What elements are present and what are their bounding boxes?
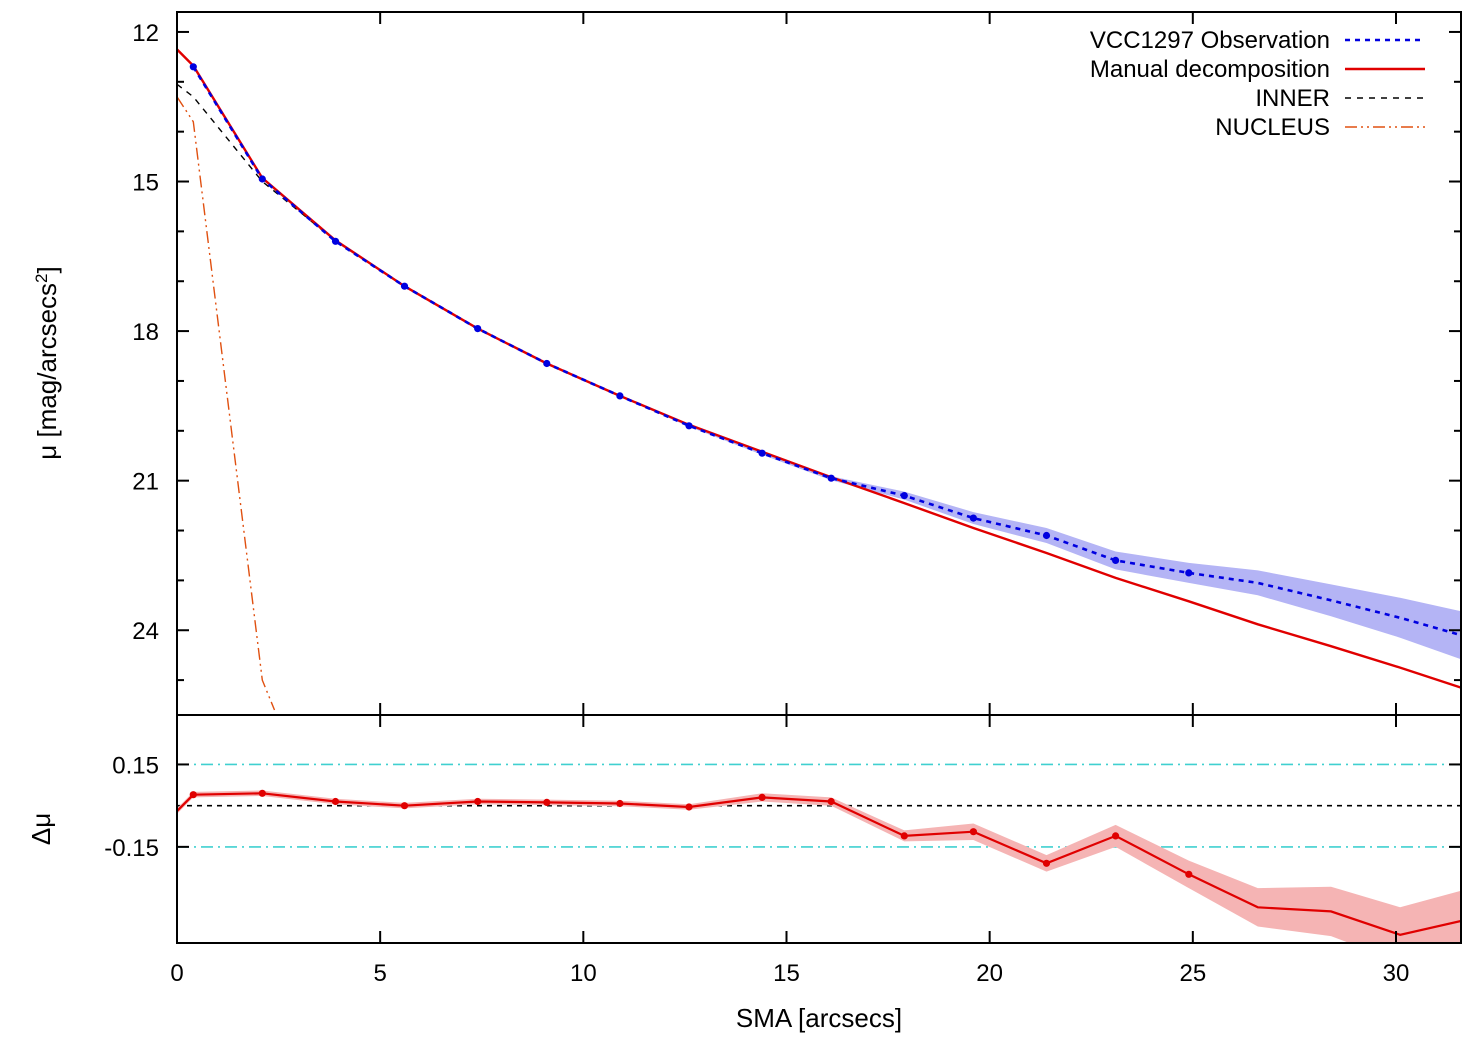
observation-markers [189, 63, 1193, 577]
residual-line [177, 792, 1461, 936]
x-tick-label: 25 [1179, 960, 1206, 987]
observation-point [258, 175, 266, 183]
x-tick-label: 30 [1383, 960, 1410, 987]
observation-point [474, 325, 482, 333]
residual-point [827, 797, 835, 806]
observation-error-band [193, 65, 1461, 660]
residual-point [1185, 870, 1193, 878]
residual-point [331, 797, 340, 806]
residual-point [189, 791, 197, 799]
y-axis-label-bottom: Δμ [26, 813, 56, 845]
x-tick-label: 15 [773, 960, 800, 987]
observation-error-band-area [193, 65, 1461, 660]
y-axis-label-top: μ [mag/arcsecs2] [32, 266, 63, 460]
residual-point [758, 793, 766, 802]
observation-point [400, 282, 409, 290]
legend-label: INNER [1255, 85, 1330, 112]
observation-point [543, 359, 551, 368]
observation-point [189, 63, 197, 71]
x-tick-label: 20 [976, 960, 1003, 987]
legend-label: NUCLEUS [1215, 114, 1330, 141]
residual-point [900, 832, 908, 840]
bottom-plot-frame [176, 714, 1462, 944]
observation-point [1042, 531, 1051, 540]
legend-label: VCC1297 Observation [1090, 27, 1330, 54]
y-tick-label: 0.15 [112, 752, 159, 779]
y-tick-label: 12 [132, 20, 159, 47]
residual-point [258, 789, 266, 797]
residual-point [969, 828, 978, 836]
observation-point [900, 492, 908, 500]
observation-point [331, 237, 340, 245]
y-tick-label: 18 [132, 319, 159, 346]
residual-error-band [177, 790, 1461, 943]
observation-point [1112, 556, 1120, 565]
y-tick-label: -0.15 [104, 835, 159, 862]
top-series-lines [177, 48, 1461, 711]
observation-point [1185, 569, 1193, 577]
x-tick-label: 5 [373, 960, 386, 987]
y-tick-label: 24 [132, 618, 159, 645]
residual-error-band-area [177, 790, 1461, 943]
residual-point [1042, 859, 1051, 867]
residual-series-line [177, 792, 1461, 936]
observation-point [685, 422, 693, 430]
legend-label: Manual decomposition [1090, 56, 1330, 83]
residual-point [543, 798, 551, 807]
observation-point [616, 392, 624, 400]
residual-point [685, 803, 693, 811]
y-tick-label: 15 [132, 170, 159, 197]
series-line-nucleus [177, 96, 276, 711]
residual-point [474, 797, 482, 806]
x-tick-label: 10 [570, 960, 597, 987]
tick-labels: 0 5 10 15 20 25 30 12 15 18 21 24 0.15 -0.15 [104, 20, 1409, 987]
y-axis-label-superscript: 2 [32, 273, 51, 282]
axis-ticks [176, 12, 1461, 943]
observation-point [758, 449, 766, 457]
series-line-vcc1297-observation [192, 66, 1461, 637]
x-tick-label: 0 [170, 960, 183, 987]
residual-markers [189, 789, 1193, 878]
residual-point [616, 799, 624, 808]
residual-point [400, 802, 409, 810]
residual-point [1112, 832, 1120, 840]
observation-point [969, 514, 978, 522]
x-axis-label: SMA [arcsecs] [736, 1003, 902, 1033]
observation-point [827, 474, 835, 482]
y-tick-label: 21 [132, 469, 159, 496]
